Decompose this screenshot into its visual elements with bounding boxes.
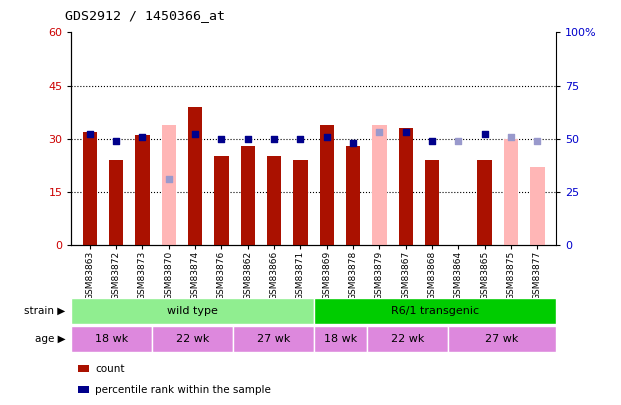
Point (296, 136, 306, 142)
Text: 22 wk: 22 wk (176, 334, 209, 344)
Bar (346, 146, 360, 245)
Bar (372, 125, 387, 245)
Point (190, 131, 200, 138)
Bar (293, 160, 307, 245)
Point (243, 136, 253, 142)
Text: 27 wk: 27 wk (256, 334, 290, 344)
Bar (152, 326, 233, 352)
Point (322, 133, 332, 140)
Text: strain ▶: strain ▶ (24, 306, 65, 316)
Bar (71, 326, 152, 352)
Point (85, 131, 95, 138)
Point (480, 131, 490, 138)
Text: count: count (95, 364, 125, 373)
Bar (71, 298, 314, 324)
Text: age ▶: age ▶ (35, 334, 65, 344)
Point (217, 136, 227, 142)
Bar (478, 160, 492, 245)
Point (137, 133, 147, 140)
Point (427, 138, 437, 144)
Point (374, 129, 384, 136)
Bar (314, 298, 556, 324)
Point (532, 138, 542, 144)
Point (453, 138, 463, 144)
Bar (188, 107, 202, 245)
Bar (135, 135, 150, 245)
Text: wild type: wild type (167, 306, 218, 316)
Bar (267, 156, 281, 245)
Point (506, 133, 516, 140)
Bar (240, 146, 255, 245)
Bar (83, 132, 97, 245)
Bar (399, 128, 413, 245)
Point (401, 129, 410, 136)
Bar (504, 139, 519, 245)
Point (269, 136, 279, 142)
Text: 22 wk: 22 wk (391, 334, 425, 344)
Bar (425, 160, 439, 245)
Text: percentile rank within the sample: percentile rank within the sample (95, 385, 271, 394)
Bar (368, 326, 448, 352)
Bar (233, 326, 314, 352)
Bar (320, 125, 334, 245)
Bar (214, 156, 229, 245)
Text: 18 wk: 18 wk (95, 334, 129, 344)
Point (111, 138, 121, 144)
Bar (161, 125, 176, 245)
Point (348, 140, 358, 146)
Bar (448, 326, 556, 352)
Text: R6/1 transgenic: R6/1 transgenic (391, 306, 479, 316)
Bar (109, 160, 124, 245)
Bar (530, 167, 545, 245)
Text: 27 wk: 27 wk (485, 334, 519, 344)
Point (164, 176, 174, 182)
Text: GDS2912 / 1450366_at: GDS2912 / 1450366_at (65, 9, 225, 22)
Bar (314, 326, 368, 352)
Text: 18 wk: 18 wk (324, 334, 357, 344)
